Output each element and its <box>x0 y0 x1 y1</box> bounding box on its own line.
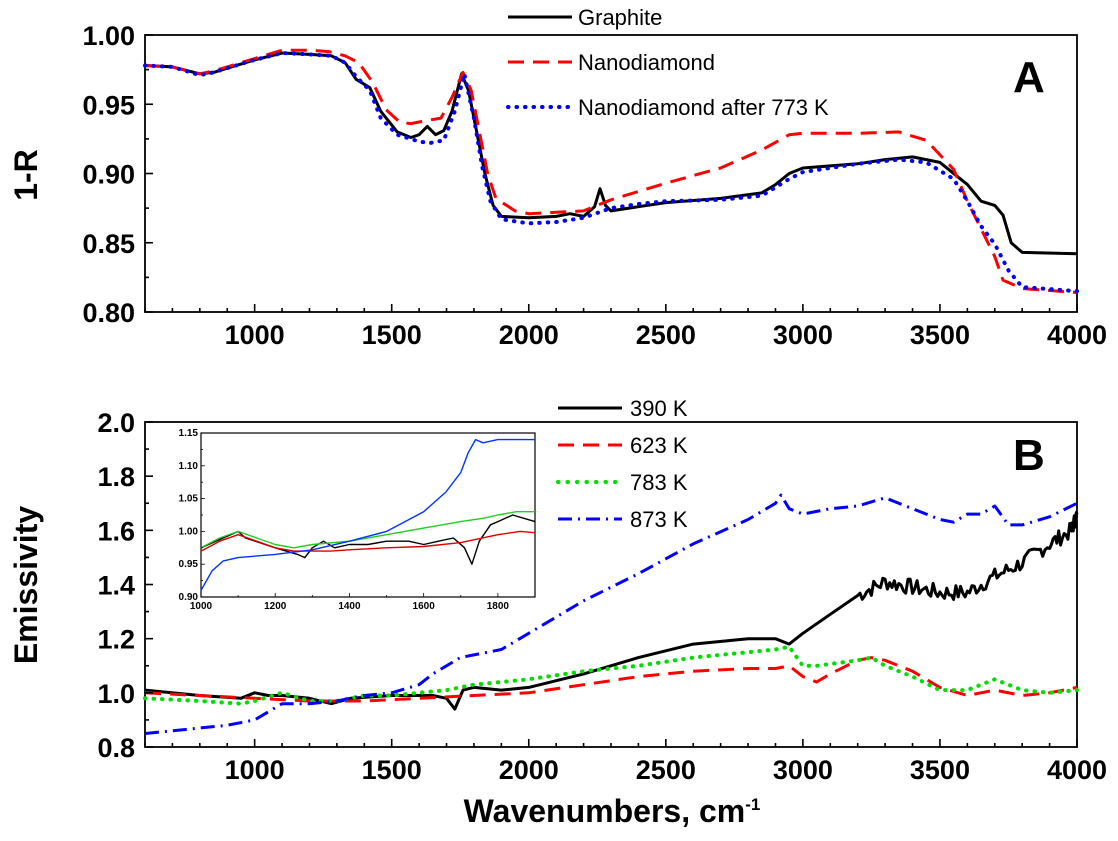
x-tick-label: 1000 <box>225 755 285 785</box>
panel-b-letter: B <box>1013 431 1045 480</box>
legend-label-nanodiamond: Nanodiamond <box>578 50 715 75</box>
x-tick-label: 1500 <box>362 320 422 350</box>
panel-a: 1000 1500 2000 2500 3000 3500 4000 0.80 0.85 0.90… <box>8 5 1107 350</box>
legend-label-873k: 873 K <box>630 507 688 532</box>
y-tick-label: 0.8 <box>97 733 135 763</box>
x-tick-label: 2000 <box>499 320 559 350</box>
series-line-inset-3 <box>200 438 535 591</box>
x-tick-label: 2500 <box>636 320 696 350</box>
y-tick-label: 1.4 <box>97 571 135 601</box>
x-tick-label: 4000 <box>1047 320 1107 350</box>
inset-frame <box>200 432 536 598</box>
x-tick-label: 1500 <box>362 755 422 785</box>
inset-series <box>200 438 536 591</box>
x-tick-label: 4000 <box>1047 755 1107 785</box>
series-line-390-k <box>144 510 1079 711</box>
legend-label-nanodiamond-773k: Nanodiamond after 773 K <box>578 95 829 120</box>
y-tick-label: 0.90 <box>179 592 199 603</box>
x-tick-label: 2500 <box>636 755 696 785</box>
panel-b-legend: 390 K 623 K 783 K 873 K <box>556 396 688 532</box>
x-tick-label: 2000 <box>499 755 559 785</box>
y-tick-label: 1.0 <box>97 679 135 709</box>
x-tick-label: 1600 <box>413 601 436 612</box>
series-line-873-k <box>144 493 1078 735</box>
x-axis-label: Wavenumbers, cm-1 <box>464 793 761 829</box>
panel-a-frame <box>144 34 1078 313</box>
panel-a-ticks: 1000 1500 2000 2500 3000 3500 4000 0.80 0.85 0.90… <box>82 21 1107 350</box>
series-line-nanodiamond <box>144 48 1078 295</box>
x-tick-label: 3000 <box>773 320 833 350</box>
x-tick-label: 3500 <box>910 320 970 350</box>
x-tick-label: 1200 <box>264 601 287 612</box>
series-line-nanodiamond-after-773-k <box>143 51 1079 294</box>
x-tick-label: 1000 <box>225 320 285 350</box>
y-tick-label: 1.05 <box>179 494 199 505</box>
y-tick-label: 1.00 <box>82 21 135 51</box>
y-tick-label: 1.10 <box>179 461 199 472</box>
panel-b: 1000 1500 2000 2500 3000 3500 4000 0.8 1.0 1.2 1.4… <box>8 396 1107 785</box>
x-tick-label: 1800 <box>487 601 510 612</box>
x-tick-label: 1400 <box>338 601 361 612</box>
y-tick-label: 1.6 <box>97 516 135 546</box>
inset-chart: 1000 1200 1400 1600 1800 0.90 0.95 1.00 1.05 1.10… <box>179 428 536 612</box>
x-tick-label: 3500 <box>910 755 970 785</box>
panel-a-series <box>143 48 1079 295</box>
y-tick-label: 1.8 <box>97 462 135 492</box>
series-line-623-k <box>144 656 1078 703</box>
panel-b-series <box>143 493 1079 735</box>
legend-label-graphite: Graphite <box>578 5 662 30</box>
legend-label-623k: 623 K <box>630 433 688 458</box>
panel-a-letter: A <box>1013 53 1045 102</box>
legend-label-783k: 783 K <box>630 470 688 495</box>
y-tick-label: 1.15 <box>179 428 199 439</box>
panel-a-legend: Graphite Nanodiamond Nanodiamond after 7… <box>506 5 829 120</box>
panel-b-ticks: 1000 1500 2000 2500 3000 3500 4000 0.8 1.0 1.2 1.4… <box>97 408 1107 785</box>
y-tick-label: 0.85 <box>82 229 135 259</box>
inset-ticks: 1000 1200 1400 1600 1800 0.90 0.95 1.00 1.05 1.10… <box>179 428 536 612</box>
series-line-inset-1 <box>200 530 536 552</box>
y-tick-label: 0.95 <box>82 90 135 120</box>
series-line-graphite <box>144 51 1078 256</box>
y-tick-label: 0.80 <box>82 298 135 328</box>
legend-label-390k: 390 K <box>630 396 688 421</box>
series-line-783-k <box>143 644 1079 706</box>
y-tick-label: 0.90 <box>82 160 135 190</box>
x-tick-label: 1000 <box>190 601 213 612</box>
y-tick-label: 1.00 <box>179 526 199 537</box>
y-tick-label: 2.0 <box>97 408 135 438</box>
panel-a-ylabel: 1-R <box>8 149 44 201</box>
y-tick-label: 1.2 <box>97 625 135 655</box>
x-tick-label: 3000 <box>773 755 833 785</box>
panel-b-ylabel: Emissivity <box>8 506 44 665</box>
y-tick-label: 0.95 <box>179 559 199 570</box>
